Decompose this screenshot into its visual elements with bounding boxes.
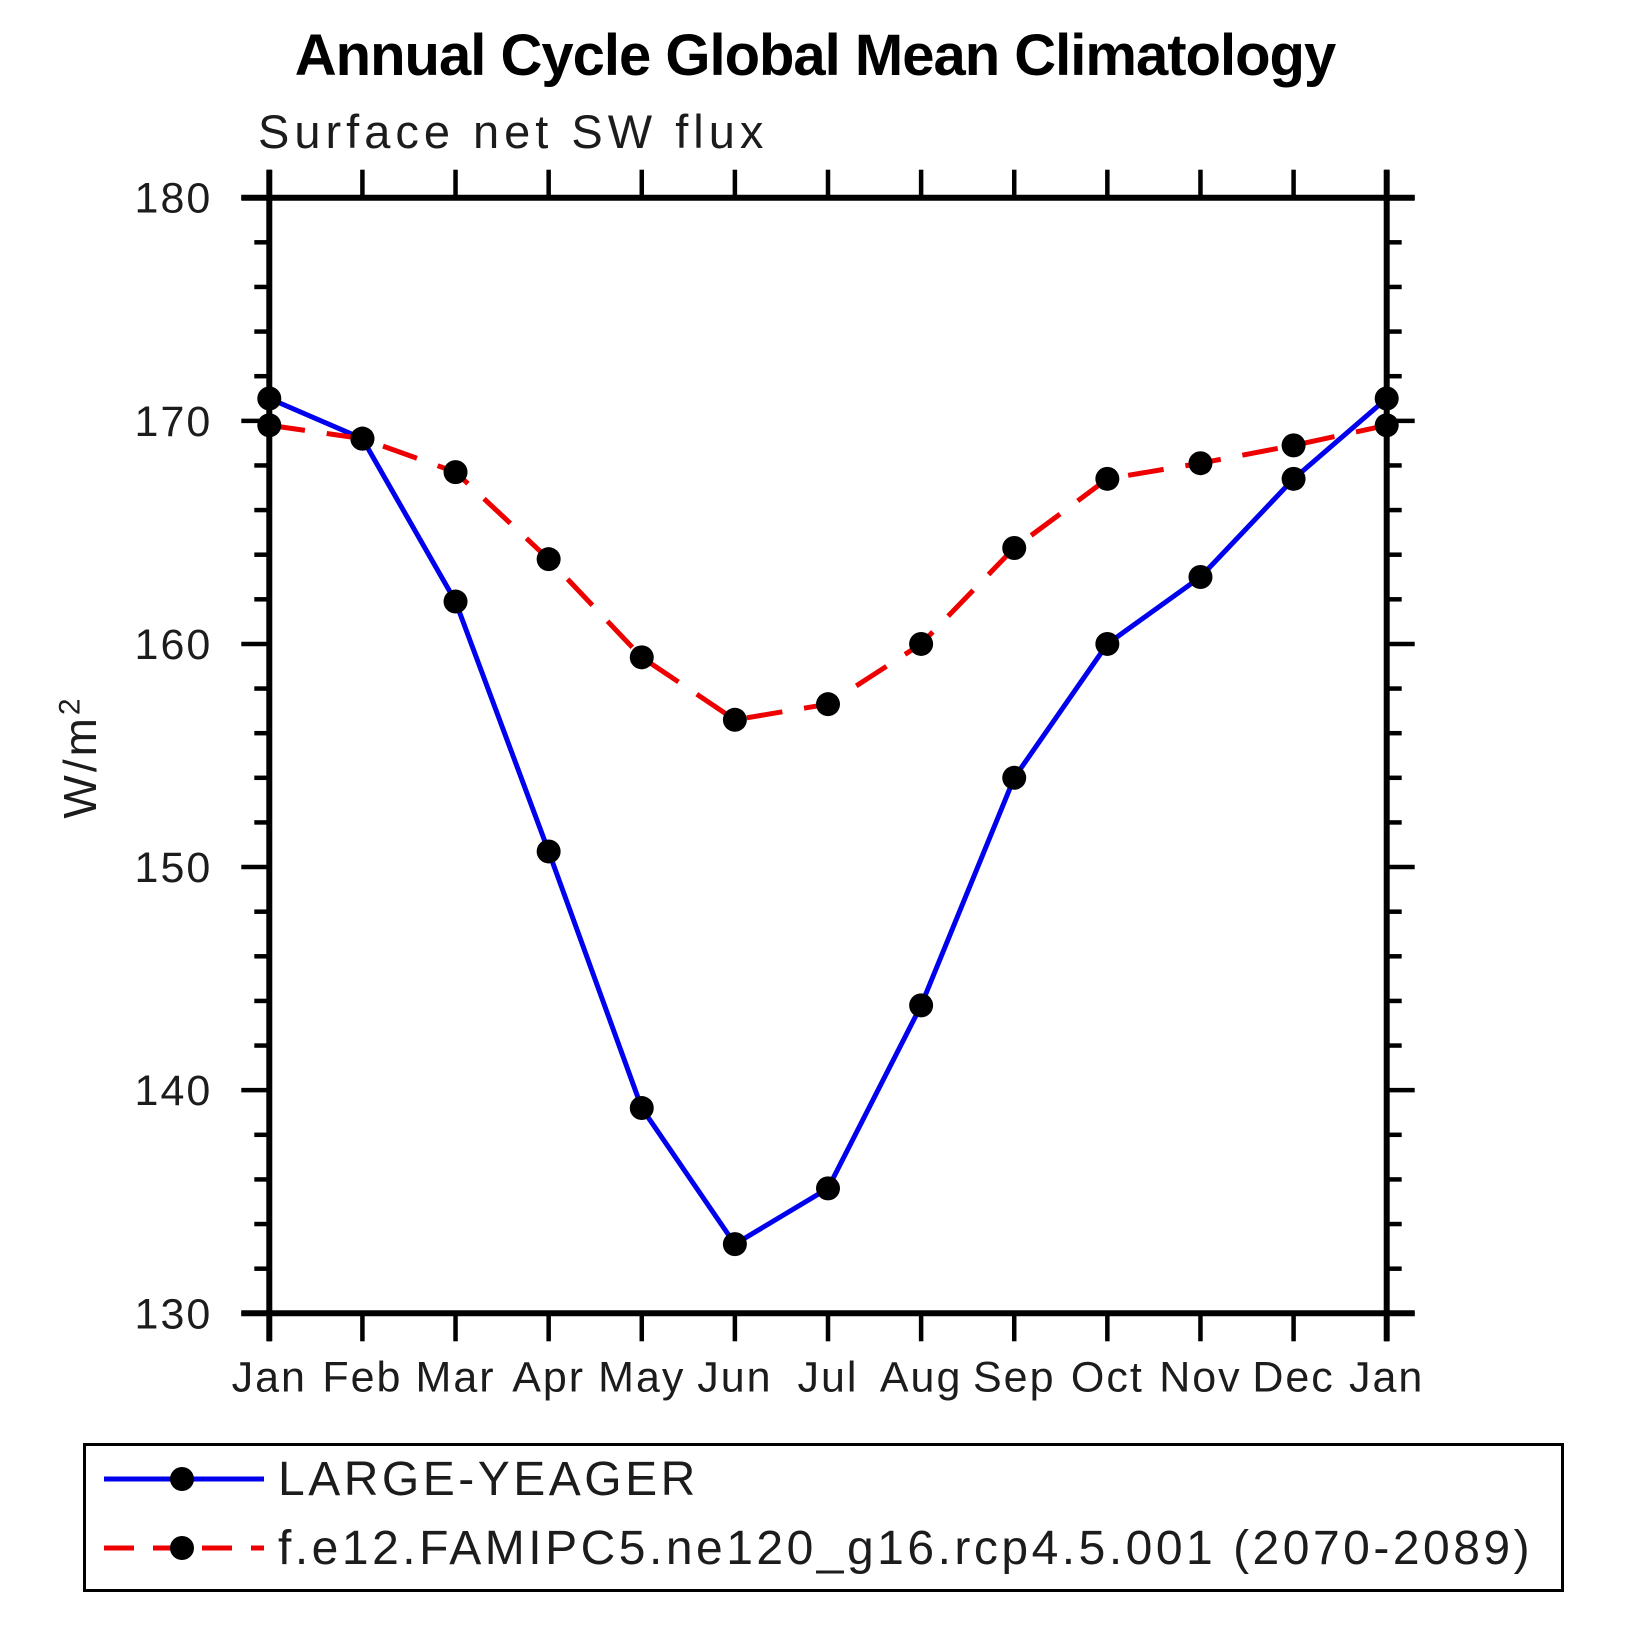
data-point-marker [909, 631, 934, 656]
x-tick-label: Mar [416, 1353, 496, 1401]
series-model-run [257, 413, 1399, 732]
data-point-marker [1095, 631, 1120, 656]
data-point-marker [257, 413, 282, 438]
data-point-marker [722, 707, 747, 732]
x-tick-label: Jan [1349, 1353, 1424, 1401]
y-axis-title-exponent: 2 [53, 695, 87, 716]
legend-label-model-run: f.e12.FAMIPC5.ne120_g16.rcp4.5.001 (2070… [278, 1521, 1534, 1575]
data-point-marker [443, 460, 468, 485]
legend-entry-large-yeager: LARGE-YEAGER [94, 1452, 699, 1506]
y-axis-title: W/m2 [53, 695, 107, 818]
y-tick-label: 150 [135, 844, 213, 892]
x-tick-label: Aug [880, 1353, 963, 1401]
data-point-marker [1002, 535, 1027, 560]
x-tick-label: Nov [1159, 1353, 1241, 1401]
x-tick-label: Jan [232, 1353, 307, 1401]
data-point-marker [1095, 466, 1120, 491]
legend-marker-dot [170, 1467, 194, 1491]
data-point-marker [257, 386, 282, 411]
data-point-marker [909, 993, 934, 1018]
data-point-marker [536, 839, 561, 864]
plot-frame [241, 169, 1415, 1342]
x-tick-label: Dec [1252, 1353, 1334, 1401]
y-axis-title-base: W/m [54, 715, 106, 819]
legend-entry-model-run: f.e12.FAMIPC5.ne120_g16.rcp4.5.001 (2070… [94, 1521, 1534, 1575]
legend-marker-dot [170, 1536, 194, 1560]
x-tick-label: Sep [973, 1353, 1056, 1401]
legend-sample-dashed [104, 1536, 264, 1560]
data-point-marker [816, 692, 840, 717]
data-point-marker [722, 1232, 747, 1257]
y-tick-label: 170 [135, 398, 213, 446]
x-tick-label: Oct [1071, 1353, 1144, 1401]
series-line [268, 396, 1389, 1247]
y-tick-label: 180 [135, 175, 213, 223]
x-tick-label: Feb [322, 1353, 402, 1401]
data-point-marker [1188, 451, 1213, 476]
data-point-marker [816, 1176, 840, 1201]
x-tick-label: Apr [512, 1353, 585, 1401]
data-point-marker [1374, 386, 1399, 411]
data-point-marker [629, 1096, 654, 1121]
chart-title: Annual Cycle Global Mean Climatology [294, 23, 1336, 88]
legend-box: LARGE-YEAGER f.e12.FAMIPC5.ne120_g16.rcp… [83, 1443, 1564, 1592]
y-tick-label: 160 [135, 621, 213, 669]
x-tick-label: Jun [697, 1353, 772, 1401]
legend-label-large-yeager: LARGE-YEAGER [278, 1452, 699, 1506]
axis-ticks [241, 169, 1415, 1342]
data-point-marker [1281, 466, 1306, 491]
y-tick-label: 130 [135, 1290, 213, 1338]
data-point-marker [443, 589, 468, 614]
data-point-marker [350, 426, 375, 451]
y-tick-label: 140 [135, 1067, 213, 1115]
series-large-yeager [257, 386, 1399, 1257]
data-point-marker [629, 645, 654, 670]
data-point-marker [1002, 765, 1027, 790]
data-point-marker [1281, 433, 1306, 458]
data-point-marker [1374, 413, 1399, 438]
legend-sample-solid [104, 1467, 264, 1491]
data-point-marker [1188, 565, 1213, 590]
axis-tick-labels: 130 140 150 160 170 180 Jan Feb Mar Apr May Jun Jul A… [135, 175, 1424, 1402]
x-tick-label: Jul [798, 1353, 859, 1401]
data-point-marker [536, 547, 561, 572]
x-tick-label: May [598, 1353, 685, 1401]
chart-subtitle: Surface net SW flux [258, 105, 769, 158]
